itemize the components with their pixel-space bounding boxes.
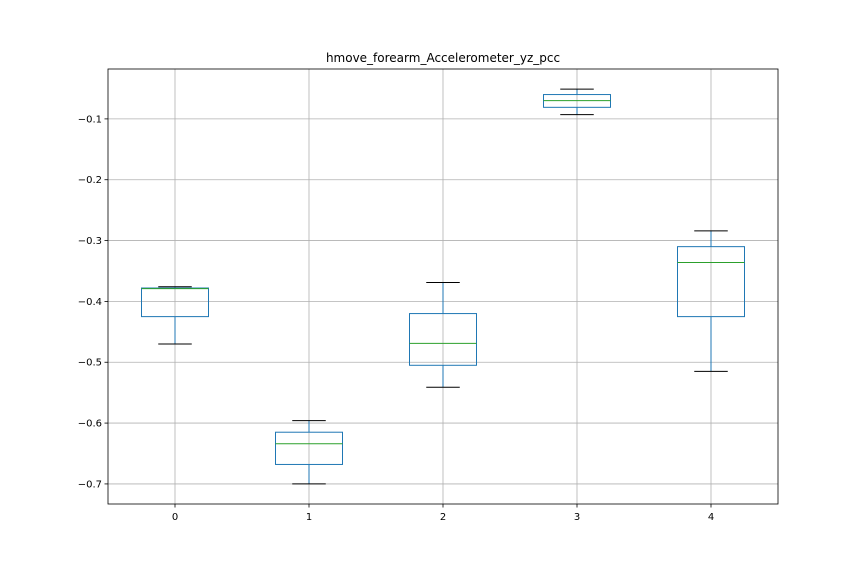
x-tick-label: 4 — [708, 512, 714, 523]
box-group — [543, 88, 611, 116]
box-iqr — [677, 246, 745, 318]
box-group — [275, 420, 343, 485]
box-group — [677, 230, 745, 372]
y-tick-label: −0.6 — [78, 419, 102, 430]
y-tick-label: −0.5 — [78, 358, 102, 369]
y-tick-label: −0.1 — [78, 114, 102, 125]
y-tick-label: −0.3 — [78, 236, 102, 247]
x-axis-ticks: 0 1 2 3 4 — [172, 504, 714, 523]
chart-title: hmove_forearm_Accelerometer_yz_pcc — [326, 51, 560, 65]
x-tick-label: 0 — [172, 512, 178, 523]
y-tick-label: −0.7 — [78, 479, 102, 490]
box-iqr — [409, 313, 477, 366]
y-tick-label: −0.2 — [78, 175, 102, 186]
box-iqr — [141, 287, 209, 318]
box-group — [141, 286, 209, 345]
y-axis-ticks: −0.7 −0.6 −0.5 −0.4 −0.3 −0.2 −0.1 — [78, 114, 108, 490]
boxes — [141, 88, 745, 485]
x-tick-label: 2 — [440, 512, 446, 523]
x-tick-label: 1 — [306, 512, 312, 523]
y-tick-label: −0.4 — [78, 297, 102, 308]
box-iqr — [275, 431, 343, 465]
x-tick-label: 3 — [574, 512, 580, 523]
box-group — [409, 282, 477, 388]
